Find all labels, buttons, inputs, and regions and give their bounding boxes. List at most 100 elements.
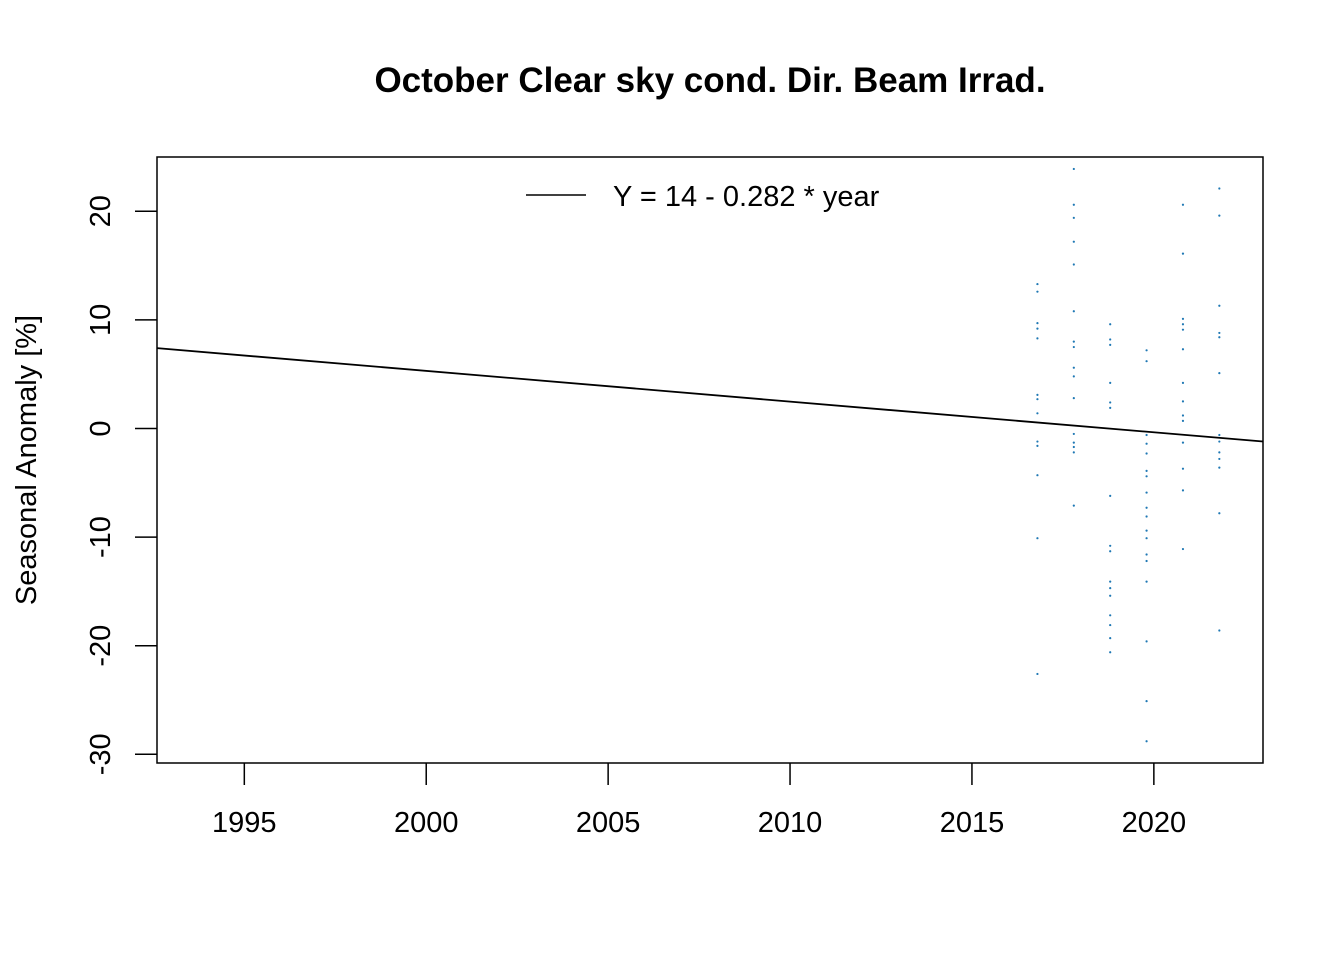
data-point <box>1181 328 1185 331</box>
data-point <box>1036 537 1039 540</box>
y-tick-label: 0 <box>85 420 117 436</box>
plot-area-frame <box>156 156 1264 764</box>
data-point <box>1109 338 1112 341</box>
data-point <box>1072 366 1075 369</box>
data-point <box>1218 331 1221 335</box>
data-point <box>1181 317 1185 320</box>
data-point <box>1181 252 1185 255</box>
x-tick-label: 2010 <box>758 807 823 839</box>
data-point <box>1109 343 1112 346</box>
data-point <box>1036 290 1039 293</box>
y-tick-label: 20 <box>85 195 117 227</box>
data-point <box>1036 398 1039 401</box>
trend-line-group <box>156 347 1264 443</box>
data-point <box>1145 537 1148 540</box>
y-axis: -30 -20 -10 0 10 20 <box>85 195 157 775</box>
data-point <box>1218 214 1221 217</box>
data-point <box>1072 216 1075 219</box>
chart-title: October Clear sky cond. Dir. Beam Irrad. <box>374 61 1045 100</box>
data-points <box>1036 167 1221 743</box>
x-tick-label: 2020 <box>1122 807 1187 839</box>
data-point <box>1109 550 1112 553</box>
data-point <box>1145 559 1148 563</box>
y-tick-label: -10 <box>85 516 117 558</box>
data-point <box>1072 167 1075 171</box>
data-point <box>1145 740 1148 743</box>
data-point <box>1109 406 1112 409</box>
y-tick-label: 10 <box>85 304 117 336</box>
data-point <box>1109 544 1112 547</box>
data-point <box>1145 475 1148 478</box>
data-point <box>1218 466 1221 469</box>
data-point <box>1072 310 1075 313</box>
data-point <box>1181 414 1185 417</box>
data-point <box>1109 381 1112 384</box>
data-point <box>1036 444 1039 447</box>
data-point <box>1218 187 1221 190</box>
data-point <box>1036 322 1039 325</box>
data-point <box>1218 433 1221 437</box>
data-point <box>1145 529 1148 532</box>
y-tick-label: -30 <box>85 733 117 775</box>
x-tick-label: 2015 <box>940 807 1005 839</box>
data-point <box>1036 393 1039 396</box>
data-point <box>1218 372 1221 375</box>
data-point <box>1145 699 1148 703</box>
data-point <box>1181 400 1185 403</box>
data-point <box>1181 323 1185 326</box>
data-point <box>1145 640 1148 643</box>
data-point <box>1218 451 1221 454</box>
x-axis: 1995 2000 2005 2010 2015 2020 <box>212 763 1186 839</box>
data-point <box>1036 327 1039 330</box>
data-point <box>1181 467 1185 470</box>
data-point <box>1181 203 1185 206</box>
legend-label: Y = 14 - 0.282 * year <box>613 181 880 213</box>
data-point <box>1218 512 1221 515</box>
data-point <box>1036 282 1039 286</box>
y-tick-label: -20 <box>85 625 117 667</box>
data-point <box>1181 419 1185 423</box>
data-point <box>1109 637 1112 640</box>
data-point <box>1072 432 1075 436</box>
data-point <box>1181 381 1185 384</box>
data-point <box>1036 440 1039 443</box>
data-point <box>1109 580 1112 583</box>
data-point <box>1072 375 1075 378</box>
data-point <box>1218 440 1221 443</box>
data-point <box>1109 623 1112 627</box>
data-point <box>1109 614 1112 617</box>
data-point <box>1145 452 1148 455</box>
data-point <box>1109 587 1112 590</box>
data-point <box>1109 494 1112 497</box>
data-point <box>1109 323 1112 326</box>
data-point <box>1145 491 1148 494</box>
data-point <box>1181 547 1185 551</box>
data-point <box>1072 396 1075 400</box>
data-point <box>1072 340 1075 343</box>
data-point <box>1036 474 1039 477</box>
data-point <box>1072 203 1075 206</box>
data-point <box>1145 553 1148 556</box>
data-point <box>1072 345 1075 349</box>
data-point <box>1181 441 1185 444</box>
data-point <box>1218 629 1221 632</box>
data-point <box>1072 263 1075 266</box>
data-point <box>1072 451 1075 454</box>
data-point <box>1036 337 1039 340</box>
x-tick-label: 2000 <box>394 807 459 839</box>
data-point <box>1145 349 1148 352</box>
legend: Y = 14 - 0.282 * year <box>526 181 880 213</box>
data-point <box>1145 469 1148 472</box>
trend-line <box>156 347 1264 443</box>
data-point <box>1072 240 1075 243</box>
data-point <box>1109 594 1112 597</box>
x-tick-label: 1995 <box>212 807 277 839</box>
data-point <box>1109 401 1112 404</box>
data-point <box>1145 433 1148 437</box>
data-point <box>1072 445 1075 449</box>
data-point <box>1036 672 1039 676</box>
data-point <box>1218 336 1221 339</box>
data-point <box>1145 360 1148 363</box>
x-tick-label: 2005 <box>576 807 641 839</box>
data-point <box>1072 441 1075 444</box>
